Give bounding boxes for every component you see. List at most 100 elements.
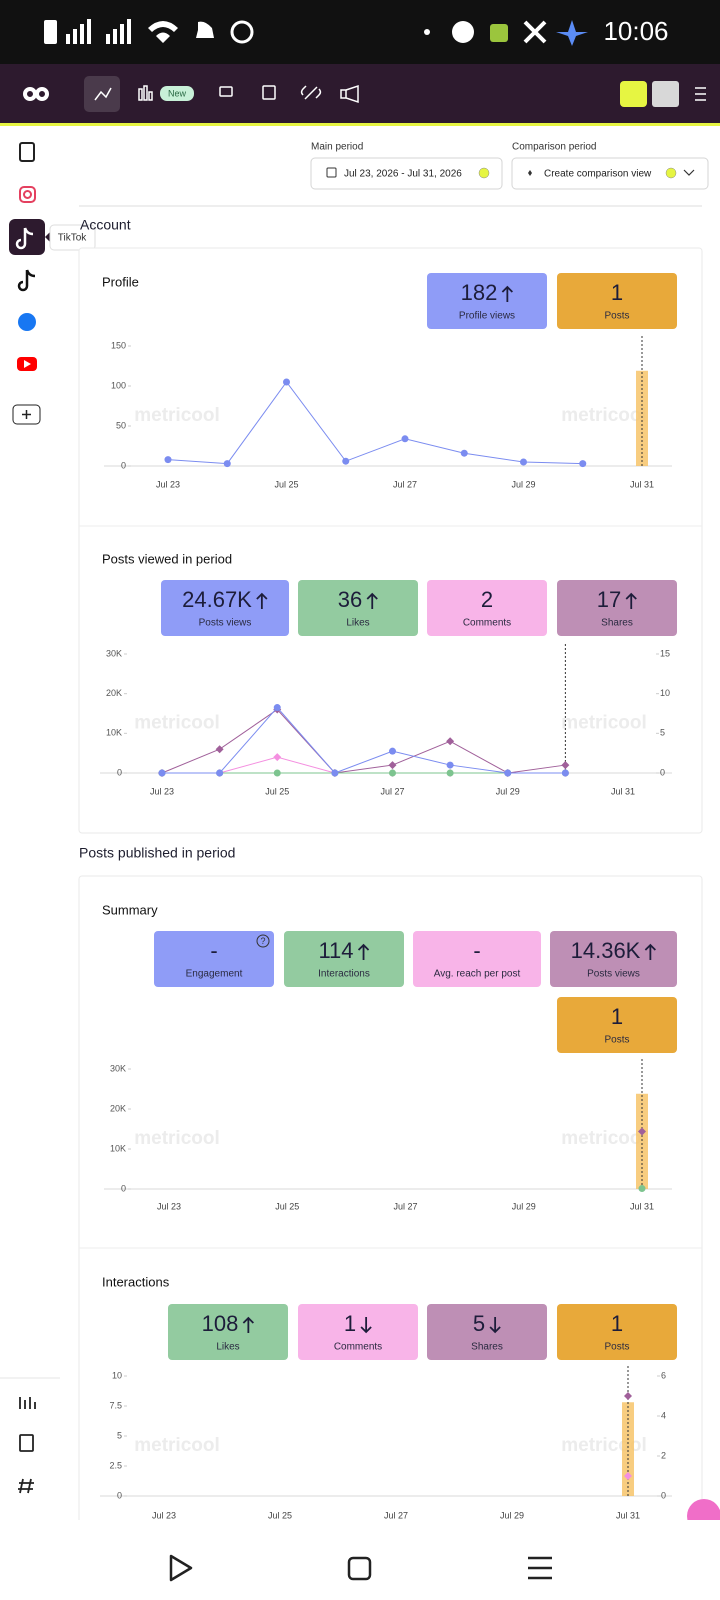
nav-recents[interactable] [528, 1556, 552, 1580]
point [283, 378, 290, 386]
point [273, 753, 282, 762]
y2-tick-label: 4 [661, 1410, 666, 1420]
nav-tab-ads[interactable] [340, 84, 359, 104]
brand-avatar[interactable] [620, 81, 647, 107]
user-avatar[interactable] [652, 81, 679, 107]
card-title: Profile [102, 274, 139, 289]
card-title: Summary [102, 902, 158, 917]
sidebar-pdf[interactable] [19, 1434, 34, 1452]
kpi-value: 36 [338, 587, 362, 612]
point [215, 745, 224, 754]
main-period-picker[interactable] [310, 157, 503, 190]
sidebar-tiktok[interactable] [17, 269, 36, 292]
point [638, 1185, 646, 1193]
card-title: Posts viewed in period [102, 551, 232, 566]
trend-arrow [256, 592, 268, 609]
status-icons [44, 19, 588, 46]
sidebar [0, 142, 96, 1494]
y2-tick-label: 5 [660, 728, 665, 738]
nav-back[interactable] [169, 1554, 193, 1582]
nav-tab-planner[interactable] [262, 85, 276, 100]
point [389, 769, 396, 777]
watermark: metricool [561, 713, 647, 734]
point [460, 449, 468, 457]
point [342, 457, 350, 465]
bar [622, 1402, 634, 1496]
point [446, 761, 454, 769]
kpi-card [154, 931, 274, 987]
kpi-card [284, 931, 404, 987]
premium-icon [665, 167, 677, 179]
kpi-card [298, 1304, 418, 1360]
point [273, 769, 281, 777]
x-tick-label: Jul 25 [275, 1201, 299, 1211]
y2-tick-label: 2 [661, 1450, 666, 1460]
x-tick-label: Jul 31 [630, 1201, 654, 1211]
x-tick-label: Jul 31 [611, 786, 635, 796]
point [388, 761, 397, 770]
section-title: Posts published in period [79, 845, 235, 861]
new-badge-text: New [168, 88, 187, 98]
x-tick-label: Jul 27 [393, 1201, 417, 1211]
kpi-label: Interactions [318, 969, 370, 980]
nav-tab-reports[interactable] [138, 85, 153, 101]
x-tick-label: Jul 23 [157, 1201, 181, 1211]
kpi-value: 5 [473, 1311, 485, 1336]
point [446, 769, 454, 777]
x-tick-label: Jul 25 [268, 1510, 292, 1520]
comparison-picker[interactable] [511, 157, 709, 190]
sidebar-summary[interactable] [19, 142, 35, 162]
trend-arrow [625, 592, 637, 609]
watermark: metricool [561, 1128, 647, 1149]
tooltip-text: TikTok [58, 233, 88, 244]
point [331, 769, 339, 777]
calendar-icon [326, 167, 337, 178]
kpi-label: Posts [604, 1342, 629, 1353]
trend-arrow [360, 1317, 372, 1334]
kpi-value: 17 [597, 587, 621, 612]
kpi-label: Profile views [459, 311, 515, 322]
kpi-value: 14.36K [571, 938, 641, 963]
y-tick-label: 10K [106, 728, 122, 738]
premium-icon [478, 167, 490, 179]
help-text: ? [260, 936, 265, 946]
sidebar-reports[interactable] [19, 1397, 36, 1409]
system-nav [0, 1520, 720, 1600]
y-tick-label: 100 [111, 380, 126, 390]
x-tick-label: Jul 23 [150, 786, 174, 796]
card-title: Interactions [102, 1274, 170, 1289]
point [158, 769, 166, 777]
y-tick-label: 10 [112, 1370, 122, 1380]
menu-button[interactable] [695, 87, 706, 101]
y-tick-label: 150 [111, 340, 126, 350]
sidebar-instagram[interactable] [19, 186, 36, 203]
point [401, 435, 409, 443]
main-period-value: Jul 23, 2026 - Jul 31, 2026 [344, 169, 462, 180]
sidebar-tiktok-active[interactable] [9, 219, 45, 255]
sidebar-facebook[interactable] [18, 313, 36, 331]
kpi-card [168, 1304, 288, 1360]
kpi-label: Comments [463, 618, 511, 629]
y-tick-label: 20K [110, 1103, 126, 1113]
x-tick-label: Jul 25 [274, 479, 298, 489]
kpi-value: 108 [202, 1311, 239, 1336]
x-tick-label: Jul 27 [393, 479, 417, 489]
trend-arrow [501, 285, 513, 302]
logo[interactable] [23, 87, 49, 101]
nav-tab-links[interactable] [300, 85, 322, 100]
x-tick-label: Jul 29 [500, 1510, 524, 1520]
sidebar-hashtags[interactable] [18, 1478, 34, 1494]
nav-home[interactable] [347, 1556, 372, 1581]
kpi-value: - [473, 938, 480, 963]
y-tick-label: 50 [116, 420, 126, 430]
watermark: metricool [134, 713, 220, 734]
nav-tab-inbox[interactable] [219, 86, 233, 97]
kpi-label: Posts views [587, 969, 640, 980]
kpi-value: 1 [344, 1311, 356, 1336]
sidebar-add[interactable] [12, 404, 41, 425]
x-tick-label: Jul 31 [616, 1510, 640, 1520]
x-tick-label: Jul 27 [380, 786, 404, 796]
kpi-card [557, 997, 677, 1053]
watermark: metricool [561, 405, 647, 426]
trend-arrow [366, 592, 378, 609]
